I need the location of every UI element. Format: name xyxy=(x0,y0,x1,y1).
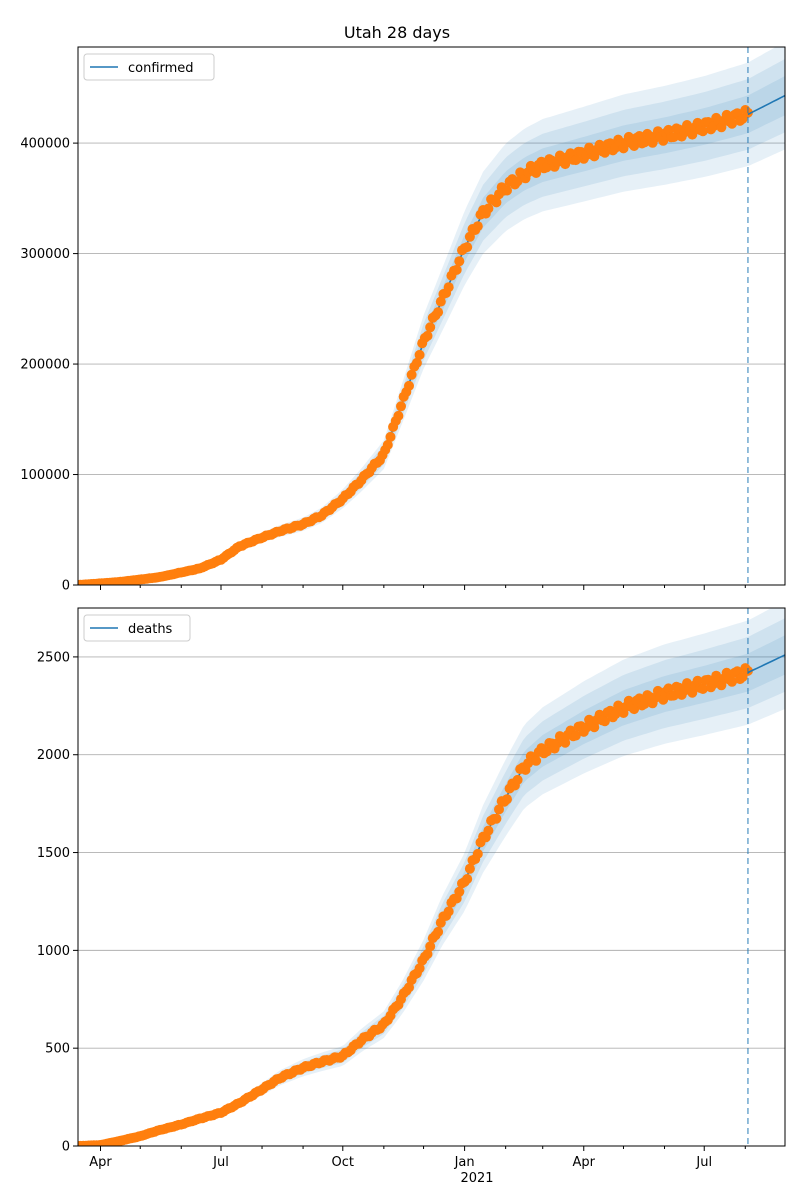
x-tick-label: Jul xyxy=(695,1155,712,1170)
x-tick-label: Apr xyxy=(89,1155,112,1170)
y-tick-label: 0 xyxy=(62,1140,70,1155)
legend-label: confirmed xyxy=(128,61,194,76)
plot-area xyxy=(78,608,785,1146)
observed-points xyxy=(78,105,753,585)
data-point xyxy=(697,126,708,137)
data-point xyxy=(727,118,737,129)
data-point xyxy=(494,804,504,815)
data-point xyxy=(491,197,502,208)
data-point xyxy=(406,369,417,380)
chart-title: Utah 28 days xyxy=(344,23,450,42)
data-point xyxy=(472,848,483,859)
data-point xyxy=(570,730,581,741)
y-tick-label: 300000 xyxy=(20,247,70,262)
y-tick-label: 2000 xyxy=(37,748,70,763)
data-point xyxy=(668,690,679,701)
data-point xyxy=(531,755,542,766)
y-tick-label: 400000 xyxy=(20,137,70,152)
data-point xyxy=(425,941,436,952)
deaths-panel: 0 500 1000 1500 2000 2500 Apr Jul Oct Jan Apr Jul de… xyxy=(37,607,786,1170)
data-point xyxy=(451,264,462,275)
data-point xyxy=(422,949,433,959)
y-tick-label: 1500 xyxy=(37,846,70,861)
data-point xyxy=(541,746,552,757)
data-point xyxy=(464,863,475,874)
data-point xyxy=(435,296,446,307)
y-tick-label: 100000 xyxy=(20,468,70,483)
legend-label: deaths xyxy=(128,622,173,637)
data-point xyxy=(658,694,669,705)
observed-points xyxy=(78,663,753,1146)
data-point xyxy=(414,349,425,360)
axes-frame xyxy=(77,607,786,1147)
data-point xyxy=(629,704,640,715)
data-point xyxy=(443,906,454,917)
forecast-line xyxy=(747,654,785,674)
legend-box xyxy=(83,614,191,642)
data-point xyxy=(393,410,404,421)
data-point xyxy=(433,307,444,318)
data-point xyxy=(462,874,473,884)
data-point xyxy=(639,698,650,709)
data-point xyxy=(502,185,512,196)
x-tick-label: Jan xyxy=(454,1155,475,1170)
y-tick-label: 200000 xyxy=(20,358,70,373)
data-point xyxy=(483,825,494,836)
data-point xyxy=(425,322,436,333)
data-point xyxy=(414,963,425,974)
data-point xyxy=(483,203,494,214)
data-point xyxy=(560,737,571,748)
confirmed-panel: 0 100000 200000 300000 400000 confirmed xyxy=(20,46,786,594)
data-point xyxy=(454,256,465,267)
uncertainty-band-1 xyxy=(78,608,785,1146)
x-tick-label: Jul xyxy=(212,1155,229,1170)
y-tick-label: 1000 xyxy=(37,944,70,959)
x-tick-label: Oct xyxy=(332,1155,354,1170)
data-point xyxy=(491,813,502,824)
axes-frame xyxy=(77,46,786,586)
data-point xyxy=(512,176,523,187)
data-point xyxy=(599,147,610,158)
y-tick-label: 2500 xyxy=(37,650,70,665)
data-point xyxy=(433,926,444,937)
y-tick-label: 0 xyxy=(62,579,70,594)
data-point xyxy=(462,242,473,253)
data-point xyxy=(570,155,581,166)
data-point xyxy=(502,794,512,805)
data-point xyxy=(443,282,454,293)
data-point xyxy=(464,231,475,242)
legend: confirmed xyxy=(83,53,215,81)
data-point xyxy=(472,221,483,232)
data-point xyxy=(385,431,396,442)
y-tick-label: 500 xyxy=(45,1042,70,1057)
data-point xyxy=(396,401,406,412)
x-year-label: 2021 xyxy=(460,1171,493,1186)
data-point xyxy=(658,135,669,146)
plot-area xyxy=(78,47,785,585)
data-point xyxy=(541,162,552,173)
data-point xyxy=(668,132,679,143)
data-point xyxy=(512,774,523,785)
data-point xyxy=(422,330,433,341)
legend: deaths xyxy=(83,614,191,642)
data-point xyxy=(629,141,640,151)
data-point xyxy=(599,716,610,727)
x-tick-label: Apr xyxy=(573,1155,596,1170)
legend-box xyxy=(83,53,215,81)
data-point xyxy=(697,684,708,694)
data-point xyxy=(727,676,737,687)
data-point xyxy=(404,380,414,391)
forecast-line xyxy=(747,94,785,116)
data-point xyxy=(454,886,465,897)
data-point xyxy=(687,687,698,698)
uncertainty-band-2 xyxy=(78,618,785,1146)
data-point xyxy=(411,357,422,368)
data-point xyxy=(382,439,393,450)
data-point xyxy=(531,168,542,178)
